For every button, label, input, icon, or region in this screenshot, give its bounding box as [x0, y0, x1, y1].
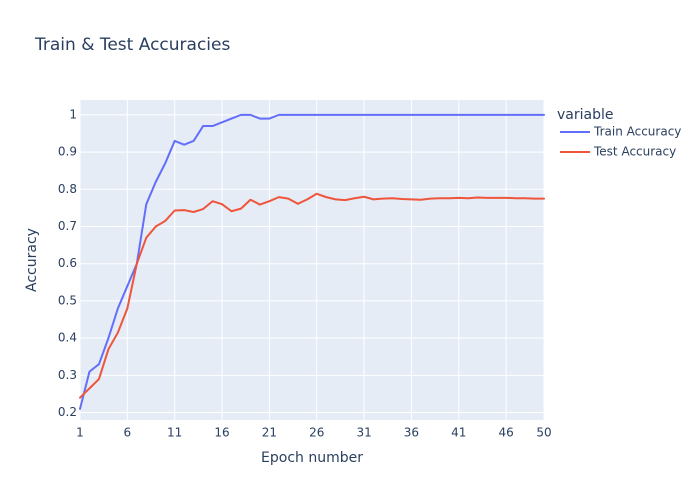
x-tick-label: 41 — [451, 426, 466, 440]
x-tick-label: 11 — [167, 426, 182, 440]
legend-items: Train Accuracy Test Accuracy — [560, 125, 681, 159]
chart-title: Train & Test Accuracies — [34, 35, 230, 55]
plot-area — [80, 100, 544, 420]
legend-item-test-accuracy[interactable]: Test Accuracy — [560, 145, 676, 159]
y-tick-label: 0.5 — [58, 293, 77, 307]
y-tick-label: 0.3 — [58, 368, 77, 382]
y-tick-label: 0.9 — [58, 145, 77, 159]
legend-item-train-accuracy[interactable]: Train Accuracy — [560, 125, 681, 139]
y-tick-label: 1 — [69, 107, 77, 121]
y-axis-label: Accuracy — [24, 228, 40, 292]
x-tick-label: 26 — [309, 426, 324, 440]
x-tick-label: 36 — [404, 426, 419, 440]
legend[interactable]: variable Train Accuracy Test Accuracy — [557, 107, 681, 159]
x-tick-label: 21 — [262, 426, 277, 440]
x-tick-label: 1 — [76, 426, 84, 440]
series-lines — [79, 113, 545, 410]
legend-label: Test Accuracy — [593, 145, 676, 159]
x-tick-label: 50 — [536, 426, 551, 440]
y-tick-label: 0.7 — [58, 219, 77, 233]
y-tick-label: 0.6 — [58, 256, 77, 270]
x-axis-ticks: 1 6 11 16 21 26 31 36 41 46 50 — [76, 426, 551, 440]
y-axis-ticks: 0.2 0.3 0.4 0.5 0.6 0.7 0.8 0.9 1 — [58, 107, 77, 419]
x-axis-label: Epoch number — [261, 450, 363, 466]
legend-label: Train Accuracy — [593, 125, 681, 139]
legend-title: variable — [557, 107, 613, 123]
y-tick-label: 0.4 — [58, 331, 77, 345]
series-line-test-accuracy — [79, 192, 545, 399]
x-tick-label: 46 — [498, 426, 513, 440]
y-tick-label: 0.8 — [58, 182, 77, 196]
series-line-train-accuracy — [79, 113, 545, 410]
x-tick-label: 16 — [214, 426, 229, 440]
x-tick-label: 31 — [356, 426, 371, 440]
y-tick-label: 0.2 — [58, 405, 77, 419]
x-tick-label: 6 — [124, 426, 132, 440]
